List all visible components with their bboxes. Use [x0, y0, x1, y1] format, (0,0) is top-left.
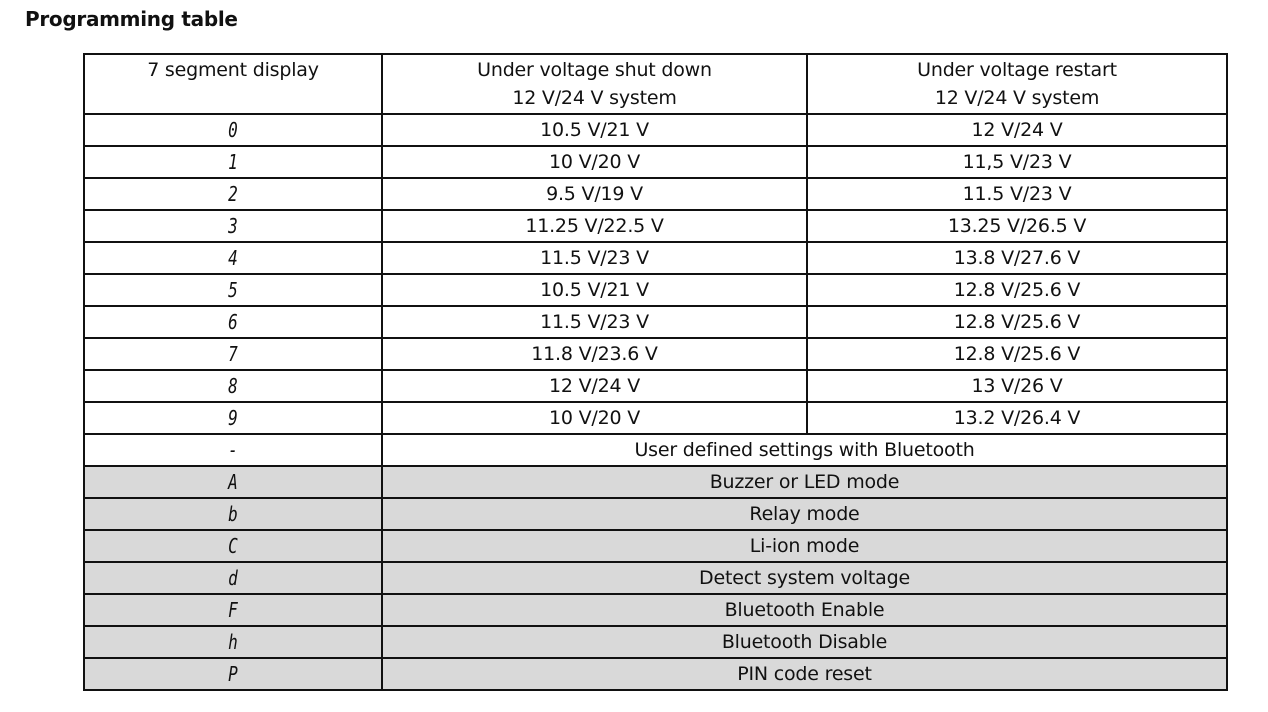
- shutdown-voltage-cell: 10 V/20 V: [381, 401, 808, 435]
- restart-voltage-cell: 11,5 V/23 V: [806, 145, 1228, 179]
- segment-code-cell: 1: [83, 145, 383, 179]
- shutdown-voltage-cell: 10.5 V/21 V: [381, 273, 808, 307]
- segment-code-cell: 0: [83, 113, 383, 147]
- description-cell: Buzzer or LED mode: [381, 465, 1228, 499]
- segment-code-cell: 8: [83, 369, 383, 403]
- shutdown-voltage-cell: 10.5 V/21 V: [381, 113, 808, 147]
- restart-voltage-cell: 13.2 V/26.4 V: [806, 401, 1228, 435]
- table-row-mode: b Relay mode: [83, 497, 1228, 531]
- table-row-mode: d Detect system voltage: [83, 561, 1228, 595]
- table-row: 9 10 V/20 V 13.2 V/26.4 V: [83, 401, 1228, 435]
- restart-voltage-cell: 12.8 V/25.6 V: [806, 337, 1228, 371]
- segment-code-cell: 7: [83, 337, 383, 371]
- segment-code: 9: [228, 405, 238, 430]
- segment-code-cell: 9: [83, 401, 383, 435]
- description-cell: Detect system voltage: [381, 561, 1228, 595]
- restart-voltage-cell: 12.8 V/25.6 V: [806, 305, 1228, 339]
- shutdown-voltage-cell: 11.5 V/23 V: [381, 305, 808, 339]
- table-row-mode: A Buzzer or LED mode: [83, 465, 1228, 499]
- segment-code-cell: b: [83, 497, 383, 531]
- segment-code: h: [228, 629, 238, 654]
- segment-code: d: [228, 565, 238, 590]
- restart-voltage-cell: 11.5 V/23 V: [806, 177, 1228, 211]
- description-cell: Relay mode: [381, 497, 1228, 531]
- table-row: 5 10.5 V/21 V 12.8 V/25.6 V: [83, 273, 1228, 307]
- restart-voltage-cell: 13 V/26 V: [806, 369, 1228, 403]
- header-restart-line1: Under voltage restart: [917, 59, 1117, 81]
- segment-code: F: [228, 597, 238, 622]
- table-row-mode: F Bluetooth Enable: [83, 593, 1228, 627]
- segment-code-cell: P: [83, 657, 383, 691]
- header-shutdown: Under voltage shut down 12 V/24 V system: [381, 53, 808, 115]
- table-row: 0 10.5 V/21 V 12 V/24 V: [83, 113, 1228, 147]
- table-row: 6 11.5 V/23 V 12.8 V/25.6 V: [83, 305, 1228, 339]
- shutdown-voltage-cell: 10 V/20 V: [381, 145, 808, 179]
- description-cell: Bluetooth Disable: [381, 625, 1228, 659]
- table-row: 3 11.25 V/22.5 V 13.25 V/26.5 V: [83, 209, 1228, 243]
- segment-code: 7: [228, 341, 238, 366]
- table-header-row: 7 segment display Under voltage shut dow…: [83, 53, 1228, 115]
- segment-code-cell: C: [83, 529, 383, 563]
- segment-code: A: [228, 469, 238, 494]
- description-cell: Li-ion mode: [381, 529, 1228, 563]
- restart-voltage-cell: 13.8 V/27.6 V: [806, 241, 1228, 275]
- segment-code: P: [228, 661, 238, 686]
- header-restart-line2: 12 V/24 V system: [934, 87, 1100, 109]
- description-cell: Bluetooth Enable: [381, 593, 1228, 627]
- table-row-mode: P PIN code reset: [83, 657, 1228, 691]
- segment-code: b: [228, 501, 238, 526]
- segment-code: -: [228, 437, 238, 462]
- segment-code-cell: 5: [83, 273, 383, 307]
- segment-code: 1: [228, 149, 238, 174]
- segment-code: 2: [228, 181, 238, 206]
- shutdown-voltage-cell: 9.5 V/19 V: [381, 177, 808, 211]
- shutdown-voltage-cell: 11.25 V/22.5 V: [381, 209, 808, 243]
- shutdown-voltage-cell: 11.8 V/23.6 V: [381, 337, 808, 371]
- segment-code-cell: A: [83, 465, 383, 499]
- segment-code-cell: -: [83, 433, 383, 467]
- table-row-mode: h Bluetooth Disable: [83, 625, 1228, 659]
- description-cell: User defined settings with Bluetooth: [381, 433, 1228, 467]
- segment-code: 3: [228, 213, 238, 238]
- segment-code: C: [228, 533, 238, 558]
- table-row-bluetooth: - User defined settings with Bluetooth: [83, 433, 1228, 467]
- table-row: 8 12 V/24 V 13 V/26 V: [83, 369, 1228, 403]
- segment-code: 6: [228, 309, 238, 334]
- table-row: 4 11.5 V/23 V 13.8 V/27.6 V: [83, 241, 1228, 275]
- segment-code-cell: h: [83, 625, 383, 659]
- description-cell: PIN code reset: [381, 657, 1228, 691]
- header-shutdown-line2: 12 V/24 V system: [512, 87, 677, 109]
- table-row: 1 10 V/20 V 11,5 V/23 V: [83, 145, 1228, 179]
- page-title: Programming table: [25, 7, 238, 31]
- shutdown-voltage-cell: 12 V/24 V: [381, 369, 808, 403]
- table-row: 7 11.8 V/23.6 V 12.8 V/25.6 V: [83, 337, 1228, 371]
- segment-code: 0: [228, 117, 238, 142]
- segment-code: 4: [228, 245, 238, 270]
- header-restart: Under voltage restart 12 V/24 V system: [806, 53, 1228, 115]
- segment-code: 8: [228, 373, 238, 398]
- segment-code-cell: d: [83, 561, 383, 595]
- segment-code-cell: 6: [83, 305, 383, 339]
- segment-code-cell: 2: [83, 177, 383, 211]
- segment-code-cell: 3: [83, 209, 383, 243]
- restart-voltage-cell: 12.8 V/25.6 V: [806, 273, 1228, 307]
- table-row: 2 9.5 V/19 V 11.5 V/23 V: [83, 177, 1228, 211]
- header-shutdown-line1: Under voltage shut down: [477, 59, 712, 81]
- programming-table: 7 segment display Under voltage shut dow…: [83, 53, 1228, 691]
- segment-code: 5: [228, 277, 238, 302]
- table-row-mode: C Li-ion mode: [83, 529, 1228, 563]
- restart-voltage-cell: 12 V/24 V: [806, 113, 1228, 147]
- header-7-segment: 7 segment display: [83, 53, 383, 115]
- segment-code-cell: 4: [83, 241, 383, 275]
- restart-voltage-cell: 13.25 V/26.5 V: [806, 209, 1228, 243]
- shutdown-voltage-cell: 11.5 V/23 V: [381, 241, 808, 275]
- segment-code-cell: F: [83, 593, 383, 627]
